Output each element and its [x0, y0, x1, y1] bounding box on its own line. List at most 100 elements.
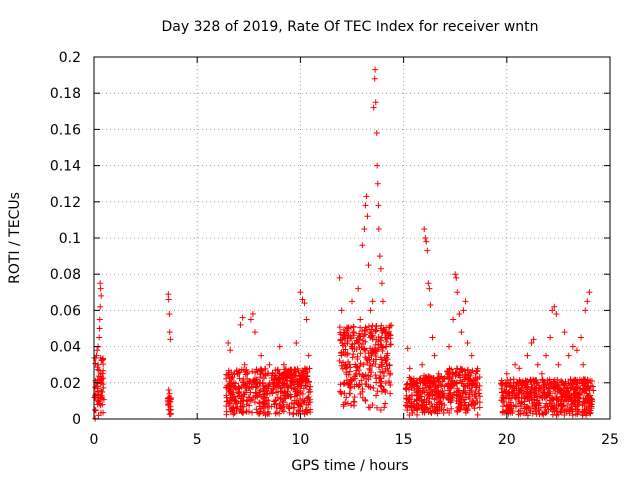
data-point — [584, 298, 591, 305]
data-point — [426, 384, 433, 391]
data-point — [427, 301, 434, 308]
data-point — [278, 396, 285, 403]
data-point — [346, 368, 353, 375]
data-point — [372, 348, 379, 355]
data-point — [432, 384, 439, 391]
data-point — [238, 395, 245, 402]
data-point — [251, 329, 258, 336]
data-point — [419, 389, 426, 396]
data-point — [268, 403, 275, 410]
data-point — [97, 370, 104, 377]
data-point — [266, 361, 273, 368]
data-point — [428, 409, 435, 416]
data-point — [372, 99, 379, 106]
y-tick-label: 0.12 — [50, 195, 81, 211]
data-point — [547, 334, 554, 341]
data-point — [377, 406, 384, 413]
data-point — [265, 397, 272, 404]
data-point — [474, 411, 481, 418]
data-point — [503, 370, 510, 377]
data-point — [375, 338, 382, 345]
data-point — [566, 392, 573, 399]
data-point — [290, 372, 297, 379]
data-point — [444, 407, 451, 414]
data-point — [337, 381, 344, 388]
data-point — [272, 410, 279, 417]
data-point — [223, 408, 230, 415]
data-point — [249, 368, 256, 375]
data-point — [520, 410, 527, 417]
data-point — [475, 390, 482, 397]
data-point — [505, 389, 512, 396]
data-point — [97, 395, 104, 402]
data-point — [226, 400, 233, 407]
data-point — [356, 330, 363, 337]
data-point — [166, 329, 173, 336]
y-tick-label: 0.1 — [59, 231, 81, 247]
x-tick-label: 20 — [498, 432, 516, 448]
data-point — [285, 404, 292, 411]
data-point — [404, 345, 411, 352]
data-point — [358, 377, 365, 384]
data-point — [383, 360, 390, 367]
data-point — [303, 316, 310, 323]
data-point — [533, 377, 540, 384]
data-point — [357, 360, 364, 367]
data-point — [524, 386, 531, 393]
data-point — [571, 401, 578, 408]
data-point — [359, 242, 366, 249]
y-tick-label: 0.08 — [50, 267, 81, 283]
data-point — [367, 307, 374, 314]
data-point — [377, 325, 384, 332]
data-point — [406, 365, 413, 372]
data-point — [535, 407, 542, 414]
data-point — [270, 383, 277, 390]
data-point — [281, 389, 288, 396]
data-point — [351, 345, 358, 352]
data-point — [476, 382, 483, 389]
data-point — [369, 336, 376, 343]
data-point — [524, 412, 531, 419]
data-point — [532, 405, 539, 412]
y-tick-label: 0.02 — [50, 376, 81, 392]
data-point — [369, 298, 376, 305]
data-point — [373, 356, 380, 363]
data-point — [345, 371, 352, 378]
data-point — [354, 353, 361, 360]
data-point — [372, 328, 379, 335]
data-point — [338, 349, 345, 356]
data-point — [498, 385, 505, 392]
data-point — [518, 403, 525, 410]
data-point — [554, 396, 561, 403]
data-point — [232, 400, 239, 407]
data-point — [357, 324, 364, 331]
data-point — [343, 377, 350, 384]
data-point — [415, 388, 422, 395]
data-point — [275, 366, 282, 373]
data-point — [450, 316, 457, 323]
data-point — [507, 383, 514, 390]
data-point — [582, 400, 589, 407]
data-point — [438, 382, 445, 389]
data-point — [435, 370, 442, 377]
data-point — [441, 401, 448, 408]
data-point — [541, 386, 548, 393]
data-point — [306, 386, 313, 393]
data-point — [561, 329, 568, 336]
data-point — [470, 401, 477, 408]
data-point — [292, 366, 299, 373]
data-point — [257, 400, 264, 407]
data-point — [363, 356, 370, 363]
data-point — [414, 405, 421, 412]
data-point — [553, 412, 560, 419]
data-point — [542, 409, 549, 416]
data-point — [244, 398, 251, 405]
data-point — [378, 327, 385, 334]
data-point — [365, 372, 372, 379]
data-point — [454, 289, 461, 296]
data-point — [446, 375, 453, 382]
y-tick-label: 0.2 — [59, 50, 81, 66]
data-point — [167, 336, 174, 343]
data-point — [235, 383, 242, 390]
data-point — [165, 387, 172, 394]
